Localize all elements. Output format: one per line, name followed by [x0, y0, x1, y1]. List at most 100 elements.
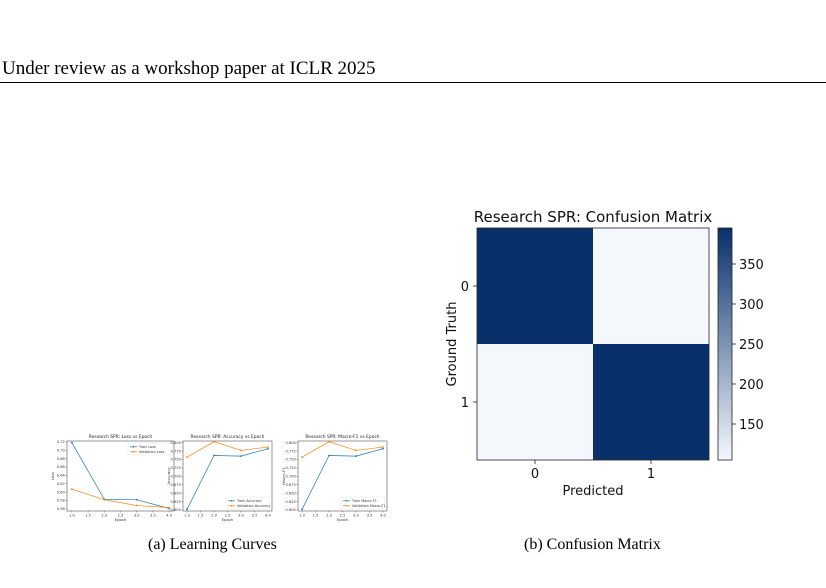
- caption-learning-curves: (a) Learning Curves: [148, 536, 277, 553]
- y-tick-label: 0.650: [171, 491, 182, 495]
- y-tick-label: 0.675: [286, 483, 296, 487]
- y-tick-label: 0.775: [171, 449, 181, 453]
- y-tick-label: 0.64: [57, 474, 66, 478]
- x-axis-label: Epoch: [222, 517, 234, 522]
- data-point: [135, 504, 138, 507]
- legend-label: Validation Accuracy: [237, 504, 270, 508]
- legend-box: [225, 496, 271, 510]
- y-tick-label: 0.625: [171, 500, 181, 504]
- x-axis-label: Predicted: [562, 484, 623, 499]
- data-point: [382, 447, 384, 450]
- caption-confusion-matrix: (b) Confusion Matrix: [524, 536, 661, 553]
- line-chart-3: Research SPR: Macro-F1 vs Epoch 1.0 1.5 2.0…: [281, 434, 388, 522]
- colorbar-tick-label: 350: [739, 258, 764, 273]
- y-tick-label: 0.700: [286, 475, 297, 479]
- matrix-cell: [593, 344, 709, 460]
- y-axis-label: Loss: [50, 472, 55, 480]
- legend-box: [127, 442, 173, 456]
- data-point: [213, 440, 215, 443]
- data-point: [382, 446, 384, 448]
- data-point: [240, 455, 242, 458]
- x-tick-label: 0: [531, 467, 539, 482]
- y-tick-label: 0.68: [57, 457, 66, 461]
- data-point: [213, 454, 215, 457]
- colorbar-tick-label: 250: [739, 338, 764, 353]
- x-tick-label: 1.0: [299, 514, 305, 518]
- x-tick-label: 1.0: [69, 514, 75, 518]
- y-tick-label: 0.600: [286, 508, 297, 512]
- y-tick-label: 0.800: [286, 441, 297, 445]
- x-tick-label: 4.0: [380, 514, 386, 518]
- legend-box: [340, 496, 386, 510]
- legend-marker: [230, 500, 233, 502]
- x-tick-label: 3.0: [238, 514, 244, 518]
- legend-marker: [345, 500, 348, 502]
- y-tick-label: 0.58: [57, 499, 66, 503]
- data-point: [301, 508, 303, 511]
- x-tick-label: 2.0: [211, 514, 217, 518]
- chart-title: Research SPR: Accuracy vs Epoch: [191, 434, 265, 440]
- colorbar: [717, 227, 733, 461]
- x-tick-label: 4.0: [265, 514, 271, 518]
- data-point: [168, 506, 171, 509]
- data-point: [301, 456, 303, 459]
- y-tick-label: 0.750: [171, 458, 182, 462]
- series-line-1: [186, 448, 269, 510]
- matrix-cell: [593, 228, 709, 344]
- legend-marker: [132, 451, 135, 453]
- y-tick-label: 0: [461, 280, 469, 295]
- y-axis-label: Ground Truth: [445, 302, 460, 387]
- x-tick-label: 2.5: [225, 514, 231, 518]
- legend-marker: [230, 505, 233, 507]
- x-tick-label: 3.5: [252, 514, 258, 518]
- y-tick-label: 0.70: [57, 448, 66, 452]
- x-axis-label: Epoch: [115, 517, 127, 522]
- matrix-frame: [476, 227, 710, 461]
- data-point: [70, 441, 73, 444]
- x-tick-label: 1.0: [184, 514, 190, 518]
- series-line-1: [301, 448, 384, 510]
- y-tick-label: 0.725: [286, 466, 296, 470]
- legend-label: Train Accuracy: [236, 499, 262, 503]
- chart-title: Research SPR: Macro-F1 vs Epoch: [305, 434, 379, 440]
- matrix-cell: [477, 228, 593, 344]
- data-point: [135, 498, 138, 501]
- legend-label: Train Macro-F1: [351, 499, 377, 503]
- y-tick-label: 0.56: [57, 507, 66, 511]
- x-axis-label: Epoch: [337, 517, 349, 522]
- x-tick-label: 4.0: [166, 514, 172, 518]
- header-rule: [0, 82, 826, 83]
- series-line-2: [186, 441, 268, 458]
- data-point: [355, 449, 357, 452]
- legend-marker: [345, 505, 348, 507]
- x-tick-label: 2.5: [118, 514, 124, 518]
- series-line-2: [301, 441, 383, 458]
- colorbar-tick-label: 150: [739, 418, 764, 433]
- legend-label: Validation Macro-F1: [352, 504, 385, 508]
- data-point: [186, 456, 188, 459]
- y-tick-label: 0.62: [57, 482, 65, 486]
- legend-label: Validation Loss: [139, 450, 164, 454]
- y-axis-label: Accuracy: [166, 467, 171, 485]
- y-tick-label: 0.775: [286, 449, 296, 453]
- y-tick-label: 0.600: [171, 508, 182, 512]
- y-tick-label: 0.675: [171, 483, 181, 487]
- chart-title: Research SPR: Confusion Matrix: [474, 208, 713, 226]
- y-tick-label: 0.66: [57, 465, 66, 469]
- data-point: [103, 498, 106, 501]
- series-line-1: [71, 442, 170, 509]
- chart-title: Research SPR: Loss vs Epoch: [89, 434, 153, 440]
- y-tick-label: 0.625: [286, 500, 296, 504]
- x-tick-label: 2.0: [326, 514, 332, 518]
- series-line-2: [71, 488, 170, 508]
- x-tick-label: 3.5: [367, 514, 373, 518]
- data-point: [355, 455, 357, 458]
- line-chart-1: Research SPR: Loss vs Epoch 1.0 1.5 2.0 2.5 3…: [50, 434, 175, 522]
- data-point: [267, 446, 269, 448]
- x-tick-label: 1.5: [313, 514, 319, 518]
- data-point: [328, 454, 330, 457]
- colorbar-tick-label: 300: [739, 298, 764, 313]
- x-tick-label: 1.5: [198, 514, 204, 518]
- legend-label: Train Loss: [138, 445, 156, 449]
- x-tick-label: 1.5: [85, 514, 91, 518]
